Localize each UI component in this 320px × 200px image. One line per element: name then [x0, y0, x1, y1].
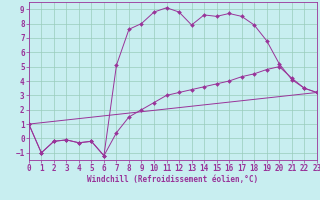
X-axis label: Windchill (Refroidissement éolien,°C): Windchill (Refroidissement éolien,°C) [87, 175, 258, 184]
